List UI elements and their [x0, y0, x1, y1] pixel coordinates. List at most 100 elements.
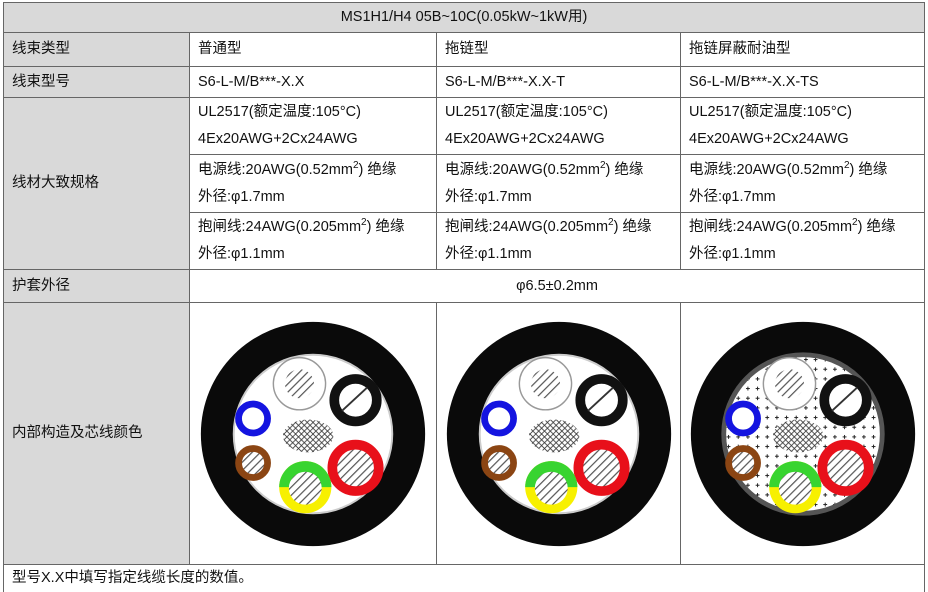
cell-text: 内部构造及芯线颜色	[12, 425, 143, 441]
cable-shape	[480, 444, 517, 481]
table-cell: 拖链型	[437, 33, 681, 67]
cable-shape	[778, 471, 812, 505]
spec-text: ) 绝缘	[605, 161, 644, 178]
spec-text: 抱闸线:24AWG(0.205mm	[689, 219, 853, 235]
spec-text: 外径:φ1.1mm	[689, 246, 776, 262]
table-cell	[190, 303, 437, 565]
spec-line: 4Ex20AWG+2Cx24AWG	[198, 126, 436, 153]
table-cell: 型号X.X中填写指定线缆长度的数值。	[3, 565, 925, 592]
spec-line: 抱闸线:24AWG(0.205mm2) 绝缘	[445, 214, 680, 241]
spec-line: 电源线:20AWG(0.52mm2) 绝缘	[689, 157, 924, 184]
cable-cross-section	[200, 321, 426, 546]
cable-shape	[724, 400, 761, 436]
spec-text: 4Ex20AWG+2Cx24AWG	[689, 131, 849, 147]
table-cell: S6-L-M/B***-X.X-T	[437, 67, 681, 98]
cable-cross-section	[690, 321, 915, 546]
cable-shape	[283, 419, 334, 452]
cable-shape	[774, 368, 804, 398]
spec-text: 4Ex20AWG+2Cx24AWG	[198, 131, 358, 147]
spec-text: 外径:φ1.1mm	[445, 246, 532, 262]
spec-line: 外径:φ1.1mm	[689, 241, 924, 268]
spec-text: 抱闸线:24AWG(0.205mm	[198, 219, 362, 235]
table-cell: 电源线:20AWG(0.52mm2) 绝缘外径:φ1.7mm	[681, 155, 925, 213]
cable-shape	[830, 386, 858, 412]
spec-text: UL2517(额定温度:105°C)	[198, 104, 361, 120]
cable-shape	[341, 386, 368, 412]
table-cell: 普通型	[190, 33, 437, 67]
spec-line: 外径:φ1.7mm	[198, 184, 436, 211]
cable-shape	[818, 373, 872, 426]
cable-shape	[530, 368, 560, 398]
cable-cross-section	[446, 321, 671, 546]
cell-text: 线束型号	[12, 73, 70, 90]
spec-text: ) 绝缘	[613, 219, 652, 235]
cable-shape	[480, 400, 517, 436]
table-cell: S6-L-M/B***-X.X-TS	[681, 67, 925, 98]
spec-line: 4Ex20AWG+2Cx24AWG	[445, 126, 680, 153]
spec-line: 电源线:20AWG(0.52mm2) 绝缘	[445, 157, 680, 184]
spec-text: 外径:φ1.1mm	[198, 246, 285, 262]
cable-shape	[817, 439, 874, 496]
superscript: 2	[843, 159, 850, 171]
cable-shape	[235, 400, 271, 436]
cell-text: 线束类型	[12, 41, 70, 57]
cable-shape	[586, 386, 614, 412]
table-cell: 电源线:20AWG(0.52mm2) 绝缘外径:φ1.7mm	[437, 155, 681, 213]
table-cell: 拖链屏蔽耐油型	[681, 33, 925, 67]
cell-text: 普通型	[198, 41, 242, 57]
spec-text: 抱闸线:24AWG(0.205mm	[445, 219, 609, 235]
spec-line: UL2517(额定温度:105°C)	[198, 99, 436, 126]
table-cell: 抱闸线:24AWG(0.205mm2) 绝缘外径:φ1.1mm	[190, 213, 437, 270]
spec-text: 外径:φ1.7mm	[198, 188, 285, 205]
cable-shape	[329, 373, 382, 426]
spec-text: UL2517(额定温度:105°C)	[689, 104, 852, 120]
spec-text: 电源线:20AWG(0.52mm	[689, 161, 844, 178]
table-cell: 抱闸线:24AWG(0.205mm2) 绝缘外径:φ1.1mm	[437, 213, 681, 270]
superscript: 2	[608, 217, 614, 229]
cable-shape	[528, 419, 579, 452]
spec-line: 抱闸线:24AWG(0.205mm2) 绝缘	[689, 214, 924, 241]
cable-shape	[573, 439, 630, 496]
superscript: 2	[599, 159, 606, 171]
cell-text: S6-L-M/B***-X.X-T	[445, 73, 566, 90]
spec-text: 外径:φ1.7mm	[445, 188, 532, 205]
cable-shape	[327, 439, 384, 496]
cell-text: 护套外径	[12, 277, 70, 294]
spec-text: ) 绝缘	[366, 219, 405, 235]
spec-line: UL2517(额定温度:105°C)	[445, 99, 680, 126]
spec-line: UL2517(额定温度:105°C)	[689, 99, 924, 126]
cable-shape	[288, 471, 322, 505]
spec-text: 电源线:20AWG(0.52mm	[198, 161, 353, 178]
cable-shape	[235, 444, 271, 481]
superscript: 2	[352, 159, 359, 171]
cable-shape	[284, 368, 314, 398]
table-cell: 抱闸线:24AWG(0.205mm2) 绝缘外径:φ1.1mm	[681, 213, 925, 270]
cell-text: 线材大致规格	[12, 175, 99, 191]
cell-text: 拖链型	[445, 41, 489, 57]
spec-line: 4Ex20AWG+2Cx24AWG	[689, 126, 924, 153]
table-cell: φ6.5±0.2mm	[190, 270, 925, 303]
cable-shape	[574, 373, 628, 426]
spec-line: 外径:φ1.1mm	[198, 241, 436, 268]
cable-shape	[724, 444, 761, 481]
spec-text: 电源线:20AWG(0.52mm	[445, 161, 600, 178]
cell-text: MS1H1/H4 05B~10C(0.05kW~1kW用)	[340, 9, 588, 25]
spec-text: UL2517(额定温度:105°C)	[445, 104, 608, 120]
table-cell: 线束类型	[3, 33, 190, 67]
cell-text: S6-L-M/B***-X.X	[198, 73, 305, 90]
spec-line: 外径:φ1.1mm	[445, 241, 680, 268]
table-cell: 内部构造及芯线颜色	[3, 303, 190, 565]
superscript: 2	[361, 217, 367, 229]
spec-text: ) 绝缘	[849, 161, 888, 178]
spec-line: 外径:φ1.7mm	[445, 184, 680, 211]
table-cell: 线材大致规格	[3, 98, 190, 270]
table-cell: S6-L-M/B***-X.X	[190, 67, 437, 98]
cell-text: φ6.5±0.2mm	[516, 277, 598, 294]
table-cell: 线束型号	[3, 67, 190, 98]
spec-text: 外径:φ1.7mm	[689, 188, 776, 205]
table-cell	[437, 303, 681, 565]
cable-shape	[772, 419, 823, 452]
cell-text: S6-L-M/B***-X.X-TS	[689, 73, 819, 90]
table-cell: 电源线:20AWG(0.52mm2) 绝缘 外径:φ1.7mm	[190, 155, 437, 213]
spec-text: ) 绝缘	[857, 219, 896, 235]
